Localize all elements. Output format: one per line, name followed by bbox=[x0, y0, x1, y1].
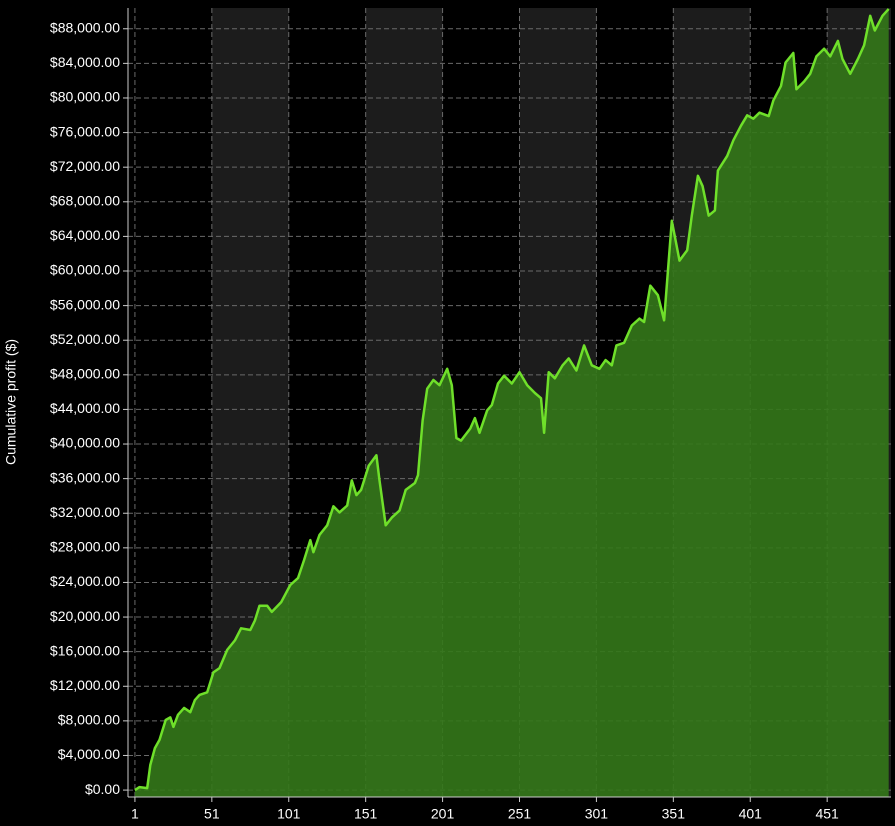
x-tick-label: 451 bbox=[815, 806, 839, 822]
y-tick-label: $68,000.00 bbox=[50, 192, 120, 208]
y-tick-label: $28,000.00 bbox=[50, 539, 120, 555]
y-tick-label: $76,000.00 bbox=[50, 123, 120, 139]
line bbox=[134, 8, 890, 792]
x-tick-label: 351 bbox=[662, 806, 686, 822]
y-tick-label: $36,000.00 bbox=[50, 469, 120, 485]
area bbox=[134, 8, 889, 797]
x-tick-label: 101 bbox=[277, 806, 301, 822]
x-tick-label: 1 bbox=[131, 806, 139, 822]
y-tick-label: $20,000.00 bbox=[50, 608, 120, 624]
y-tick-label: $48,000.00 bbox=[50, 366, 120, 382]
x-tick-label: 401 bbox=[739, 806, 763, 822]
x-tick-label: 251 bbox=[508, 806, 532, 822]
y-tick-label: $64,000.00 bbox=[50, 227, 120, 243]
x-tick-label: 301 bbox=[585, 806, 609, 822]
y-tick-label: $24,000.00 bbox=[50, 573, 120, 589]
x-tick-label: 151 bbox=[354, 806, 378, 822]
y-tick-label: $12,000.00 bbox=[50, 677, 120, 693]
y-tick-label: $4,000.00 bbox=[58, 746, 120, 762]
y-tick-label: $32,000.00 bbox=[50, 504, 120, 520]
x-tick-label: 201 bbox=[431, 806, 455, 822]
y-tick-label: $56,000.00 bbox=[50, 296, 120, 312]
y-tick-label: $80,000.00 bbox=[50, 89, 120, 105]
y-axis-title: Cumulative profit ($) bbox=[3, 339, 19, 465]
y-tick-label: $40,000.00 bbox=[50, 435, 120, 451]
y-tick-label: $0.00 bbox=[85, 781, 120, 797]
y-tick-label: $52,000.00 bbox=[50, 331, 120, 347]
y-tick-label: $88,000.00 bbox=[50, 19, 120, 35]
y-tick-label: $84,000.00 bbox=[50, 54, 120, 70]
y-tick-label: $72,000.00 bbox=[50, 158, 120, 174]
x-tick-label: 51 bbox=[204, 806, 220, 822]
y-tick-label: $16,000.00 bbox=[50, 642, 120, 658]
y-tick-label: $60,000.00 bbox=[50, 262, 120, 278]
y-tick-label: $8,000.00 bbox=[58, 712, 120, 728]
y-tick-label: $44,000.00 bbox=[50, 400, 120, 416]
